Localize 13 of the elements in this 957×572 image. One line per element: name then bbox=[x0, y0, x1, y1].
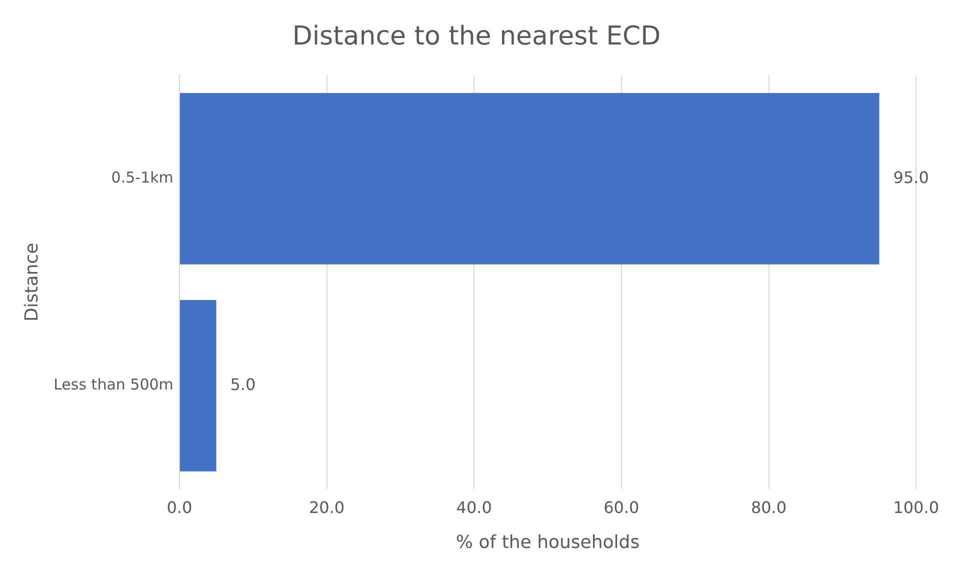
x-tick-label: 40.0 bbox=[456, 498, 492, 517]
x-tick-label: 100.0 bbox=[893, 498, 940, 517]
data-label: 5.0 bbox=[230, 374, 256, 394]
x-axis-title: % of the households bbox=[456, 532, 640, 553]
y-axis-title: Distance bbox=[21, 242, 42, 322]
x-tick-label: 20.0 bbox=[308, 498, 345, 517]
data-label: 95.0 bbox=[893, 168, 929, 187]
x-tick-label: 60.0 bbox=[604, 498, 640, 517]
y-tick-label: 0.5-1km bbox=[111, 168, 174, 187]
chart-title: Distance to the nearest ECD bbox=[292, 21, 661, 52]
x-tick-label: 80.0 bbox=[750, 498, 787, 517]
x-tick-label: 0.0 bbox=[166, 498, 192, 517]
y-tick-label: Less than 500m bbox=[54, 376, 174, 394]
